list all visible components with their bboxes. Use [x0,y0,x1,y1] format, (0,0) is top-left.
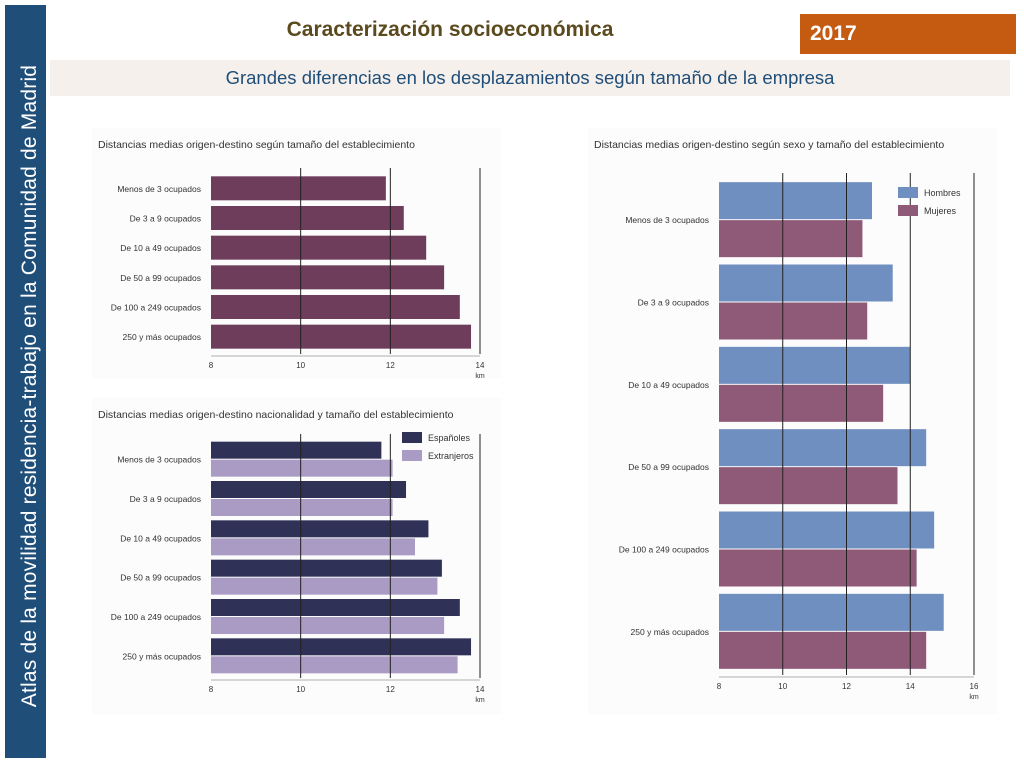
bar-de-100-a-249-ocupados-hombres [719,511,935,549]
legend-label: Hombres [924,188,961,198]
bar-de-10-a-49-ocupados-espanoles [211,520,429,538]
chart-nationality: Distancias medias origen-destino naciona… [98,409,485,704]
bar-250-y-mas-ocupados [211,324,472,349]
tick-label: 14 [906,682,915,691]
bar-de-10-a-49-ocupados-extranjeros [211,538,415,556]
tick-label: 8 [717,682,722,691]
category-label: De 100 a 249 ocupados [111,303,201,313]
bar-250-y-mas-ocupados-mujeres [719,631,927,669]
category-label: 250 y más ocupados [631,627,709,637]
category-label: De 50 a 99 ocupados [628,462,709,472]
category-label: De 50 a 99 ocupados [120,573,201,583]
bar-menos-de-3-ocupados-espanoles [211,441,382,459]
page-title: Caracterización socioeconómica [286,18,614,41]
legend-label: Españoles [428,433,471,443]
year-badge: 2017 [800,14,1016,54]
chart-panel-establishment: Distancias medias origen-destino según t… [92,128,502,380]
unit-label: km [475,373,485,378]
category-label: Menos de 3 ocupados [625,215,709,225]
chart-panel-sex: Distancias medias origen-destino según s… [588,128,998,714]
chart-title: Distancias medias origen-destino naciona… [98,409,454,421]
bar-menos-de-3-ocupados-mujeres [719,220,863,258]
tick-label: 12 [386,685,395,694]
category-label: De 3 a 9 ocupados [638,298,709,308]
bar-de-50-a-99-ocupados-extranjeros [211,577,438,595]
tick-label: 14 [476,361,485,370]
tick-label: 8 [209,361,214,370]
bar-de-100-a-249-ocupados-extranjeros [211,617,445,634]
chart-title: Distancias medias origen-destino según t… [98,139,415,151]
bar-de-3-a-9-ocupados-hombres [719,264,893,302]
tick-label: 10 [296,685,305,694]
bar-menos-de-3-ocupados [211,176,386,201]
bar-de-10-a-49-ocupados-mujeres [719,384,884,422]
legend-swatch-hombres [898,187,918,198]
category-label: De 10 a 49 ocupados [120,533,201,543]
chart-establishment: Distancias medias origen-destino según t… [98,139,485,380]
unit-label: km [969,694,979,701]
category-label: 250 y más ocupados [123,651,201,661]
tick-label: 10 [296,361,305,370]
tick-label: 8 [209,685,214,694]
bar-menos-de-3-ocupados-extranjeros [211,459,393,477]
tick-label: 16 [970,682,979,691]
bar-de-50-a-99-ocupados-mujeres [719,467,898,505]
chart-title: Distancias medias origen-destino según s… [594,139,944,151]
chart-panel-nationality: Distancias medias origen-destino naciona… [92,398,502,714]
category-label: Menos de 3 ocupados [117,455,201,465]
bar-de-3-a-9-ocupados-mujeres [719,302,868,340]
legend-label: Extranjeros [428,451,474,461]
category-label: De 3 a 9 ocupados [130,214,201,224]
chart-sex: Distancias medias origen-destino según s… [594,139,979,701]
bar-de-50-a-99-ocupados [211,265,445,290]
bar-de-10-a-49-ocupados [211,235,427,260]
bar-250-y-mas-ocupados-espanoles [211,638,472,656]
page-subtitle: Grandes diferencias en los desplazamient… [50,60,1010,96]
bar-de-3-a-9-ocupados-espanoles [211,481,407,498]
bar-250-y-mas-ocupados-hombres [719,593,944,631]
bar-de-100-a-249-ocupados-espanoles [211,599,460,616]
category-label: 250 y más ocupados [123,332,201,342]
category-label: De 3 a 9 ocupados [130,494,201,504]
legend-swatch-extranjeros [402,450,422,461]
category-label: De 50 a 99 ocupados [120,273,201,283]
bar-de-3-a-9-ocupados [211,206,404,230]
sidebar-title: Atlas de la movilidad residencia-trabajo… [18,64,41,708]
category-label: De 10 a 49 ocupados [120,243,201,253]
tick-label: 14 [476,685,485,694]
bar-menos-de-3-ocupados-hombres [719,182,872,220]
bar-de-50-a-99-ocupados-espanoles [211,559,442,577]
category-label: Menos de 3 ocupados [117,184,201,194]
sidebar: Atlas de la movilidad residencia-trabajo… [5,5,46,758]
bar-de-3-a-9-ocupados-extranjeros [211,499,393,516]
unit-label: km [475,697,485,704]
category-label: De 100 a 249 ocupados [619,545,709,555]
category-label: De 100 a 249 ocupados [111,612,201,622]
bar-de-100-a-249-ocupados [211,295,460,319]
legend-swatch-espanoles [402,432,422,443]
bar-de-10-a-49-ocupados-hombres [719,346,911,384]
legend-label: Mujeres [924,206,957,216]
tick-label: 12 [842,682,851,691]
legend-swatch-mujeres [898,205,918,216]
category-label: De 10 a 49 ocupados [628,380,709,390]
tick-label: 12 [386,361,395,370]
bar-250-y-mas-ocupados-extranjeros [211,656,458,674]
bar-de-50-a-99-ocupados-hombres [719,429,927,467]
tick-label: 10 [778,682,787,691]
bar-de-100-a-249-ocupados-mujeres [719,549,917,587]
